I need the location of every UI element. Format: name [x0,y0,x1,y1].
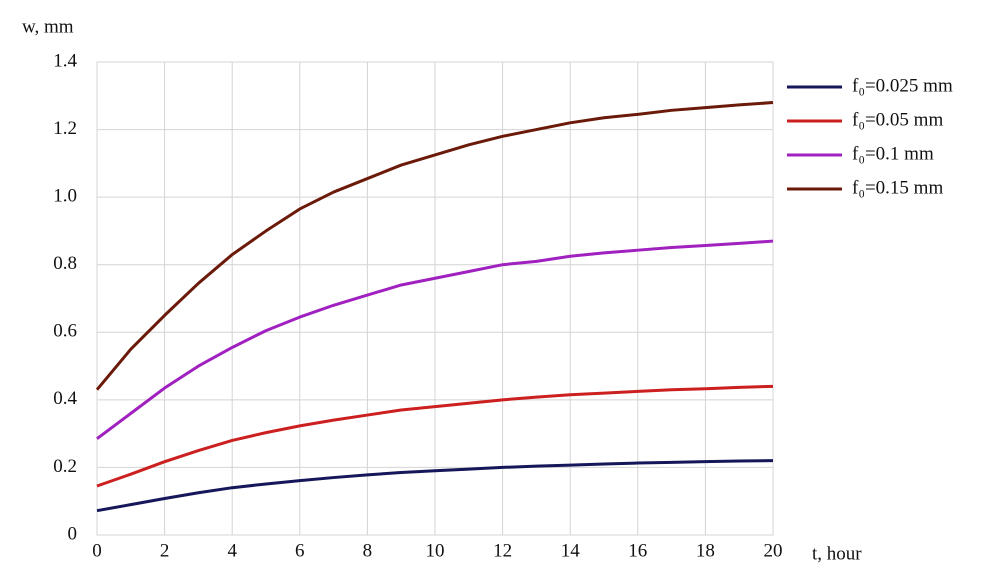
series-line [96,239,774,440]
x-tick-label: 6 [295,540,305,561]
legend-label: f₀=0.05 mm [852,109,943,130]
x-tick-label: 12 [493,540,512,561]
x-tick-label: 16 [628,540,647,561]
y-tick-label: 0.6 [53,321,77,342]
y-tick-label: 1.2 [53,118,77,139]
x-tick-label: 2 [160,540,170,561]
legend-label: f₀=0.025 mm [852,75,953,96]
series-line [96,459,774,513]
x-tick-label: 14 [561,540,581,561]
y-tick-label: 0.2 [53,456,77,477]
x-tick-label: 4 [227,540,237,561]
y-tick-label: 0 [68,523,78,544]
y-tick-label: 1.0 [53,186,77,207]
x-tick-label: 10 [426,540,445,561]
x-tick-label: 20 [764,540,783,561]
legend-label: f₀=0.1 mm [852,143,934,164]
x-tick-label: 18 [696,540,715,561]
y-tick-label: 1.4 [53,50,77,71]
x-tick-label: 0 [92,540,102,561]
y-axis-label: w, mm [22,16,74,37]
series-line [96,384,774,488]
y-tick-label: 0.4 [53,388,77,409]
x-axis-label: t, hour [812,543,862,564]
y-tick-label: 0.8 [53,253,77,274]
x-tick-label: 8 [363,540,373,561]
legend-label: f₀=0.15 mm [852,177,943,198]
series-line [95,101,774,391]
